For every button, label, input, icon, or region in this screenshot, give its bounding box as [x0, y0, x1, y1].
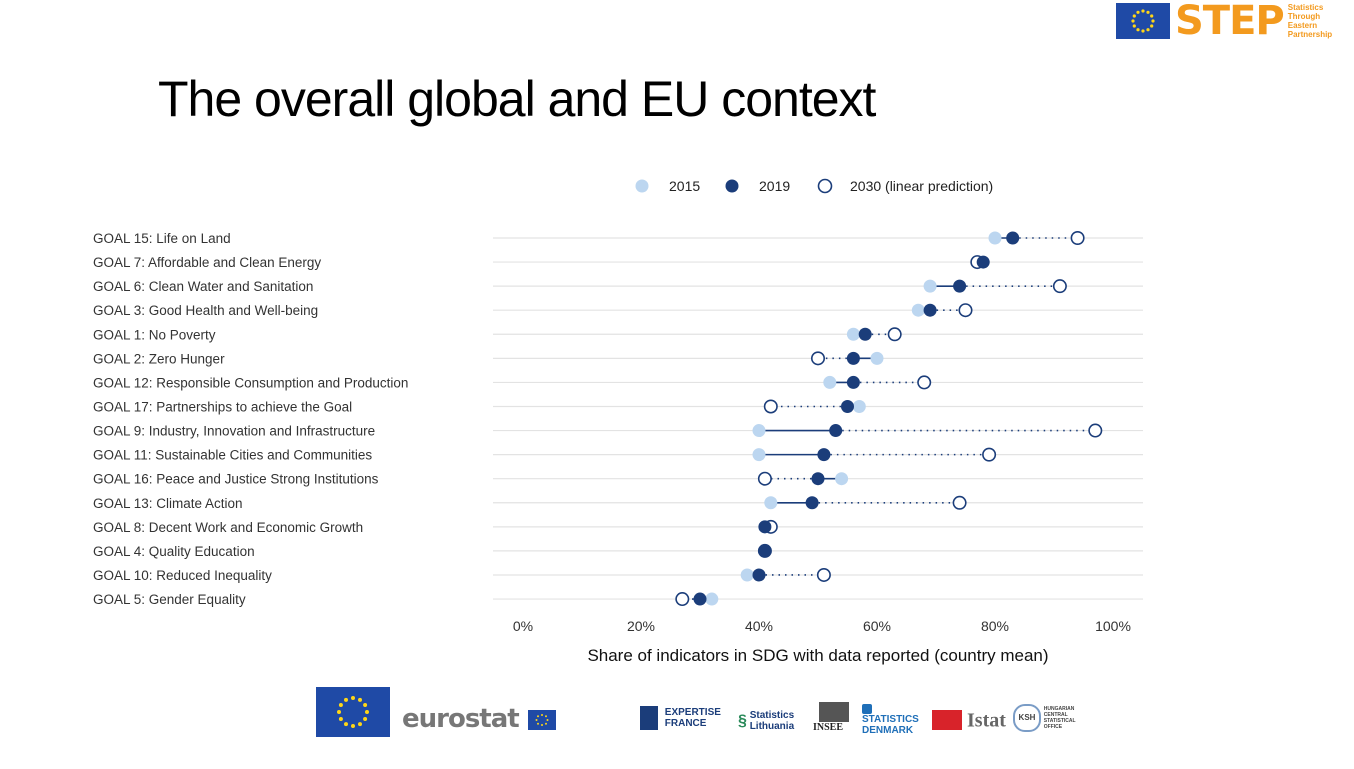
point-2015 — [752, 424, 766, 438]
point-2019 — [752, 568, 766, 582]
point-2030 — [816, 567, 831, 582]
category-label: GOAL 16: Peace and Justice Strong Instit… — [93, 472, 379, 487]
legend-marker-2019 — [725, 179, 739, 193]
eu-flag-icon — [316, 687, 390, 737]
point-2019 — [758, 544, 772, 558]
point-2015 — [911, 303, 925, 317]
point-2030 — [810, 351, 825, 366]
x-tick-label: 60% — [863, 618, 891, 634]
x-axis-label: Share of indicators in SDG with data rep… — [587, 646, 1048, 665]
point-2015 — [752, 448, 766, 462]
point-2015 — [764, 496, 778, 510]
istat-logo: Istat — [932, 708, 1006, 731]
point-2019 — [693, 592, 707, 606]
point-2030 — [982, 447, 997, 462]
category-label: GOAL 6: Clean Water and Sanitation — [93, 279, 313, 294]
category-label: GOAL 15: Life on Land — [93, 231, 231, 246]
category-label: GOAL 7: Affordable and Clean Energy — [93, 255, 321, 270]
category-label: GOAL 3: Good Health and Well-being — [93, 303, 318, 318]
step-logo: STEP Statistics Through Eastern Partners… — [1116, 0, 1333, 44]
step-logo-text: STEP — [1175, 0, 1285, 44]
legend-label: 2015 — [669, 178, 700, 194]
x-tick-label: 0% — [513, 618, 533, 634]
category-label: GOAL 2: Zero Hunger — [93, 351, 225, 366]
point-2030 — [1052, 279, 1067, 294]
point-2019 — [811, 472, 825, 486]
point-2019 — [976, 255, 990, 269]
statistics-lithuania-logo: § Statistics Lithuania — [738, 710, 795, 732]
point-2019 — [923, 303, 937, 317]
x-tick-label: 40% — [745, 618, 773, 634]
point-2030 — [917, 375, 932, 390]
point-2019 — [841, 399, 854, 413]
point-2030 — [1088, 423, 1103, 438]
slide-title: The overall global and EU context — [158, 71, 876, 127]
category-label: GOAL 4: Quality Education — [93, 544, 255, 559]
x-tick-label: 20% — [627, 618, 655, 634]
x-tick-label: 100% — [1095, 618, 1131, 634]
category-label: GOAL 12: Responsible Consumption and Pro… — [93, 375, 408, 390]
legend-marker-2015 — [635, 179, 649, 193]
point-2015 — [740, 568, 754, 582]
point-2019 — [846, 375, 860, 389]
step-logo-subtitle: Statistics Through Eastern Partnership — [1287, 3, 1333, 39]
point-2019 — [1006, 231, 1020, 245]
category-label: GOAL 10: Reduced Inequality — [93, 568, 272, 583]
point-2015 — [870, 351, 884, 365]
category-label: GOAL 17: Partnerships to achieve the Goa… — [93, 399, 352, 414]
point-2019 — [829, 424, 843, 438]
point-2019 — [858, 327, 872, 341]
point-2015 — [705, 592, 719, 606]
legend-marker-2030 — [817, 178, 833, 194]
point-2019 — [758, 520, 772, 534]
point-2030 — [887, 327, 902, 342]
category-label: GOAL 13: Climate Action — [93, 496, 243, 511]
legend-label: 2030 (linear prediction) — [850, 178, 993, 194]
eurostat-logo: eurostat — [402, 704, 520, 734]
point-2015 — [823, 375, 837, 389]
point-2030 — [675, 592, 690, 607]
legend-label: 2019 — [759, 178, 790, 194]
expertise-france-logo: EXPERTISE FRANCE — [640, 706, 721, 730]
eu-flag-icon — [528, 710, 556, 730]
point-2030 — [958, 303, 973, 318]
footer-logos: eurostat EXPERTISE FRANCE § Statistics Lit… — [0, 680, 1354, 750]
point-2030 — [757, 471, 772, 486]
point-2015 — [923, 279, 937, 293]
point-2015 — [852, 399, 866, 413]
point-2030 — [952, 495, 967, 510]
point-2019 — [953, 279, 967, 293]
category-label: GOAL 11: Sustainable Cities and Communit… — [93, 448, 372, 463]
category-label: GOAL 5: Gender Equality — [93, 592, 246, 607]
category-label: GOAL 8: Decent Work and Economic Growth — [93, 520, 363, 535]
insee-logo: INSEE — [813, 702, 849, 733]
point-2015 — [988, 231, 1002, 245]
point-2019 — [805, 496, 819, 510]
category-label: GOAL 1: No Poverty — [93, 327, 216, 342]
point-2015 — [835, 472, 849, 486]
statistics-denmark-logo: STATISTICS DENMARK — [862, 704, 919, 736]
sdg-dot-chart: 2015 2019 2030 (linear prediction) GOAL 15:… — [93, 178, 1143, 665]
point-2019 — [846, 351, 860, 365]
category-label: GOAL 9: Industry, Innovation and Infrast… — [93, 424, 375, 439]
point-2030 — [1070, 231, 1085, 246]
x-tick-label: 80% — [981, 618, 1009, 634]
point-2015 — [846, 327, 860, 341]
ksh-logo: KSH HUNGARIAN CENTRAL STATISTICAL OFFICE — [1013, 704, 1088, 732]
point-2019 — [817, 448, 831, 462]
eu-flag-icon — [1116, 3, 1170, 39]
point-2030 — [763, 399, 778, 414]
